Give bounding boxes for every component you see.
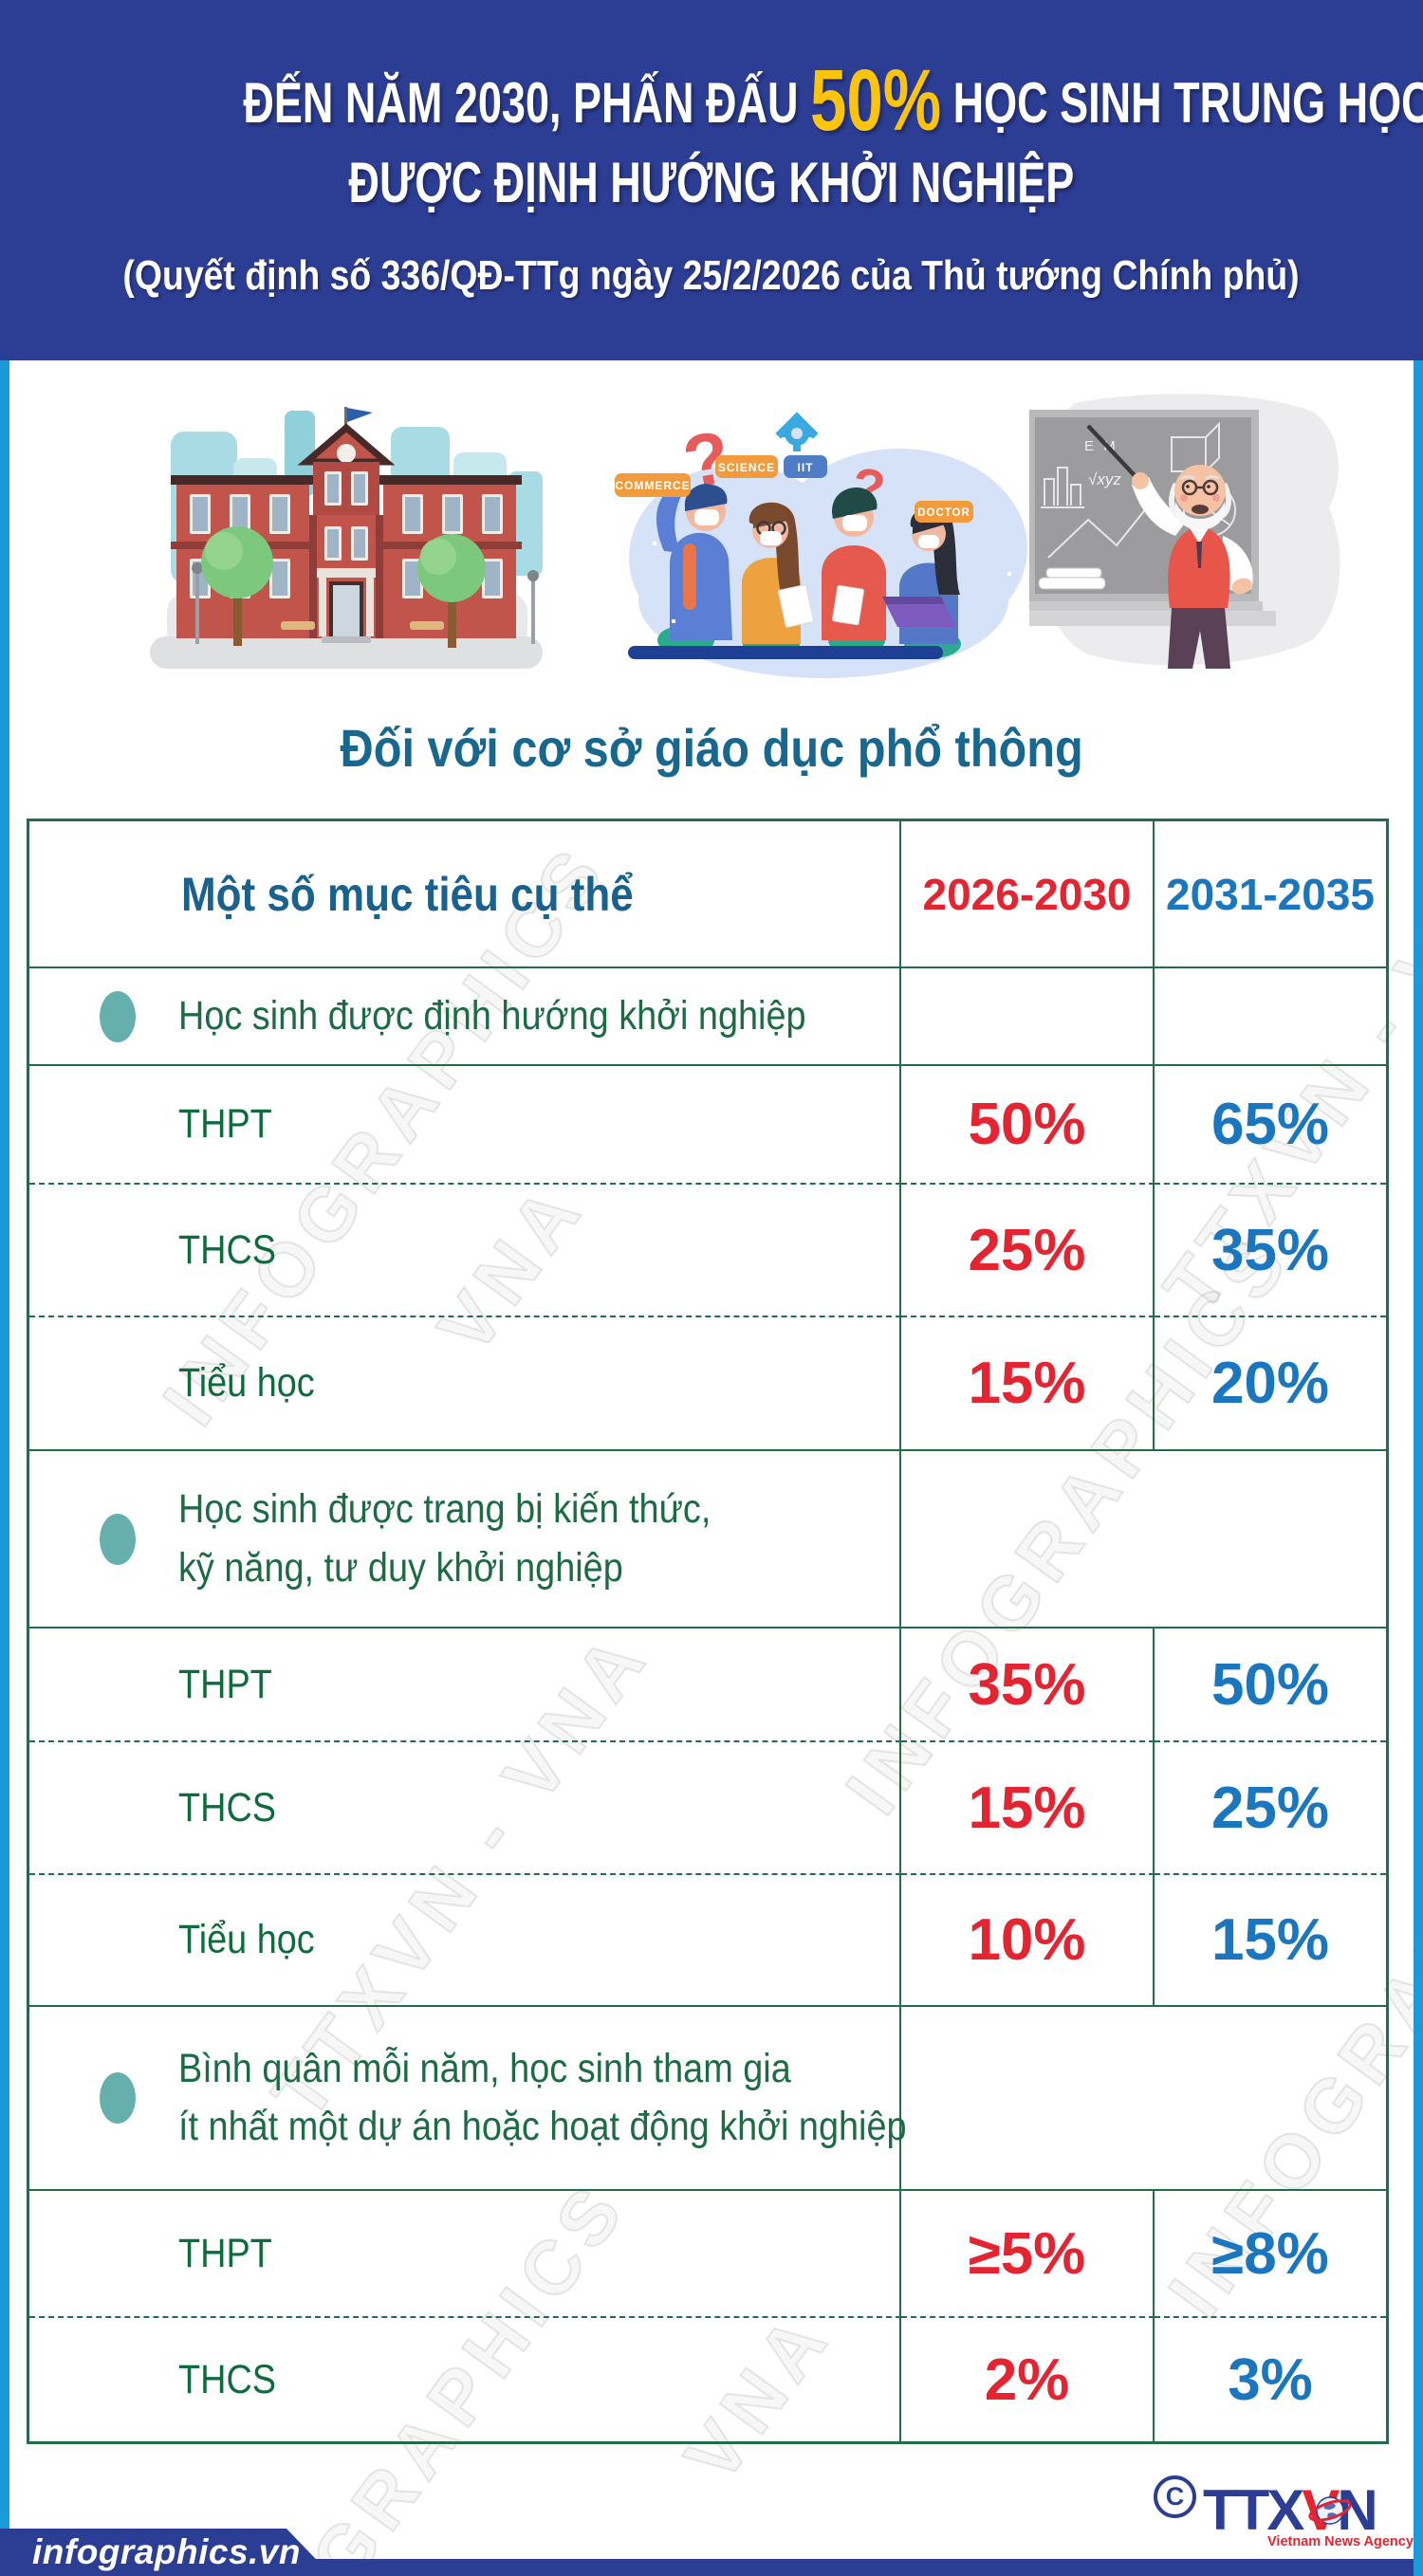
title-highlight-50: 50%	[809, 52, 942, 149]
title-line1: ĐẾN NĂM 2030, PHẤN ĐẤU 50% HỌC SINH TRUN…	[0, 57, 1423, 144]
empty-cell	[901, 968, 1155, 1066]
row-label: Tiểu học	[29, 1875, 901, 2007]
copyright-icon: C	[1154, 2475, 1196, 2518]
empty-cell	[1155, 968, 1386, 1066]
table-header-2026-2030: 2026-2030	[901, 821, 1155, 968]
bullet-icon	[100, 990, 136, 1042]
label-iit: IIT	[784, 455, 827, 478]
empty-cell	[901, 2007, 1386, 2191]
site-name: infographics.vn	[32, 2532, 301, 2571]
chalk-text: E M	[1084, 438, 1118, 454]
value-2026: ≥5%	[901, 2191, 1155, 2318]
value-2026: 15%	[901, 1742, 1155, 1875]
value-2031: 65%	[1155, 1066, 1386, 1185]
logo-tagline: Vietnam News Agency	[1267, 2534, 1414, 2549]
value-2031: ≥8%	[1155, 2191, 1386, 2318]
table-header-objectives: Một số mục tiêu cụ thể	[29, 821, 901, 968]
svg-text:DOCTOR: DOCTOR	[917, 507, 970, 519]
flag	[347, 408, 373, 422]
value-2026: 50%	[901, 1066, 1155, 1185]
left-border-strip	[0, 360, 9, 2576]
bullet-icon	[100, 1513, 136, 1565]
group-title-row: Học sinh được định hướng khởi nghiệp	[29, 968, 901, 1066]
section-title: Đối với cơ sở giáo dục phổ thông	[340, 718, 1083, 778]
row-label: THCS	[29, 1185, 901, 1317]
empty-cell	[901, 1451, 1386, 1628]
students-group-illustration: ? ?	[615, 412, 1027, 678]
right-border-strip	[1414, 360, 1423, 2576]
label-commerce: COMMERCE	[615, 473, 691, 497]
teacher-blackboard-illustration: E M √xyz	[1029, 394, 1340, 669]
svg-text:SCIENCE: SCIENCE	[718, 461, 775, 474]
group-title-row: Bình quân mỗi năm, học sinh tham gia ít n…	[29, 2007, 907, 2191]
row-label: THCS	[29, 2318, 901, 2441]
title-part1: ĐẾN NĂM 2030, PHẤN ĐẤU	[243, 71, 810, 135]
value-2026: 35%	[901, 1628, 1155, 1742]
label-doctor: DOCTOR	[915, 501, 973, 523]
value-2031: 3%	[1228, 2346, 1313, 2413]
value-2031: 50%	[1155, 1628, 1386, 1742]
flag-pole	[344, 407, 347, 432]
targets-table: Một số mục tiêu cụ thể 2026-2030 2031-20…	[27, 819, 1389, 2444]
table-header-2031-2035: 2031-2035	[1155, 821, 1386, 968]
gear-icon	[775, 412, 819, 451]
title-line2: ĐƯỢC ĐỊNH HƯỚNG KHỞI NGHIỆP	[348, 151, 1075, 214]
row-label: THCS	[29, 1742, 901, 1875]
svg-text:IIT: IIT	[798, 461, 814, 474]
row-label: THPT	[29, 2191, 901, 2318]
group-title-row: Học sinh được trang bị kiến thức, kỹ năng…	[29, 1451, 901, 1628]
row-label: THPT	[29, 1066, 901, 1185]
globe-icon	[1308, 2496, 1352, 2525]
school-building-illustration	[150, 407, 543, 669]
value-2031: 20%	[1155, 1317, 1386, 1451]
value-2031: 15%	[1155, 1875, 1386, 2007]
pointer-stick	[1086, 424, 1145, 487]
title-part2: HỌC SINH TRUNG HỌC PHỔ THÔNG	[952, 71, 1423, 135]
label-science: SCIENCE	[715, 455, 778, 478]
row-label: THPT	[29, 1628, 901, 1742]
value-2026: 10%	[901, 1875, 1155, 2007]
value-2026: 2%	[901, 2318, 1155, 2441]
svg-text:COMMERCE: COMMERCE	[615, 479, 690, 492]
bottom-navy-bar	[0, 2559, 1423, 2576]
value-2031: 35%	[1155, 1185, 1386, 1317]
row-label: Tiểu học	[29, 1317, 901, 1451]
infographics-ribbon: infographics.vn	[0, 2529, 332, 2576]
header-band: ĐẾN NĂM 2030, PHẤN ĐẤU 50% HỌC SINH TRUN…	[0, 0, 1423, 360]
ttxvn-logo: TTXVN	[1203, 2478, 1378, 2542]
value-2026: 25%	[901, 1185, 1155, 1317]
subtitle-decision: (Quyết định số 336/QĐ-TTg ngày 25/2/2026…	[122, 252, 1301, 299]
bullet-icon	[100, 2072, 136, 2124]
value-2031: 25%	[1155, 1742, 1386, 1875]
value-2026: 15%	[901, 1317, 1155, 1451]
chalk-text: √xyz	[1088, 470, 1121, 488]
